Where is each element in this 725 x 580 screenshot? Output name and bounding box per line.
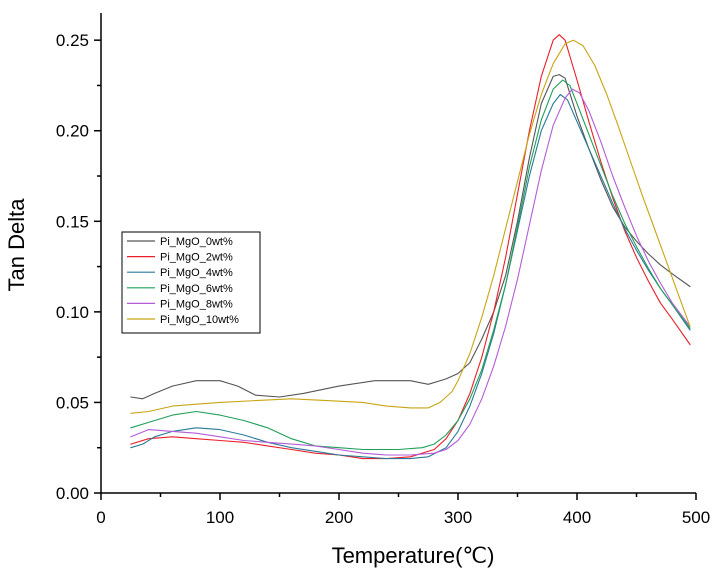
x-tick-label: 500 bbox=[682, 508, 710, 527]
x-tick-label: 300 bbox=[444, 508, 472, 527]
x-tick-label: 100 bbox=[206, 508, 234, 527]
x-axis-ticks: 0 100 200 300 400 500 bbox=[96, 493, 710, 527]
legend: Pi_MgO_0wt% Pi_MgO_2wt% Pi_MgO_4wt% Pi_MgO_… bbox=[121, 231, 261, 334]
x-tick-label: 0 bbox=[96, 508, 105, 527]
legend-label: Pi_MgO_4wt% bbox=[160, 267, 233, 279]
x-tick-label: 200 bbox=[325, 508, 353, 527]
legend-label: Pi_MgO_2wt% bbox=[160, 252, 233, 264]
legend-label: Pi_MgO_8wt% bbox=[160, 298, 233, 310]
y-axis-ticks: 0.00 0.05 0.10 0.15 0.20 0.25 bbox=[56, 31, 101, 503]
legend-label: Pi_MgO_6wt% bbox=[160, 283, 233, 295]
legend-box bbox=[121, 231, 261, 334]
y-tick-label: 0.25 bbox=[56, 31, 89, 50]
x-axis-title: Temperature(℃) bbox=[332, 543, 495, 568]
y-tick-label: 0.05 bbox=[56, 393, 89, 412]
y-axis-title: Tan Delta bbox=[4, 198, 29, 292]
series-line-3 bbox=[130, 93, 691, 460]
legend-label: Pi_MgO_10wt% bbox=[160, 314, 239, 326]
y-tick-label: 0.10 bbox=[56, 303, 89, 322]
series-line-6 bbox=[130, 39, 691, 414]
series-line-2 bbox=[130, 34, 691, 460]
series-line-5 bbox=[130, 88, 691, 456]
series-line-4 bbox=[130, 79, 691, 451]
series-layer bbox=[130, 34, 691, 460]
legend-label: Pi_MgO_0wt% bbox=[160, 236, 233, 248]
series-line-1 bbox=[130, 74, 691, 400]
y-tick-label: 0.15 bbox=[56, 212, 89, 231]
y-tick-label: 0.20 bbox=[56, 122, 89, 141]
x-tick-label: 400 bbox=[563, 508, 591, 527]
y-tick-label: 0.00 bbox=[56, 484, 89, 503]
